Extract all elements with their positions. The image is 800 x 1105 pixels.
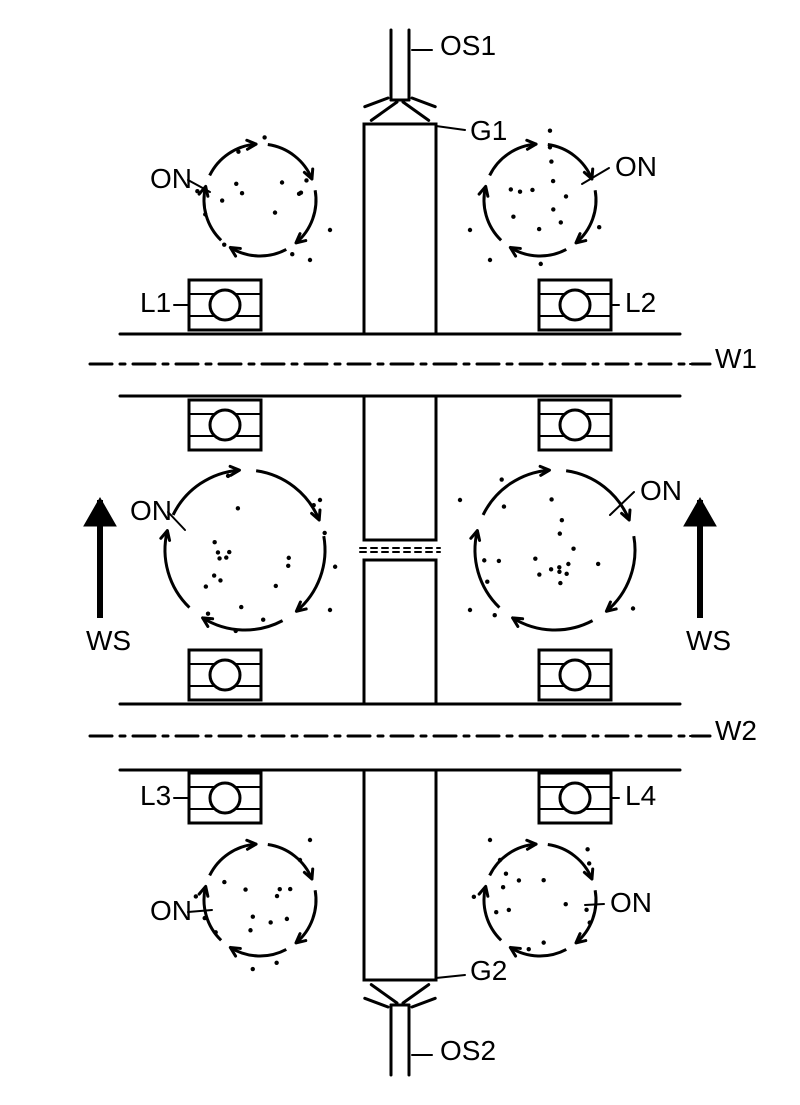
ws-arrow-0: WS [84, 498, 131, 656]
bearing-m2 [539, 400, 611, 450]
bearing-m3 [189, 650, 261, 700]
diagram-canvas: OS1 OS2 G1 G2 W1 W2 L1 L2 L3 L4 ON ON ON ON ON ON WS WS [0, 0, 800, 1105]
bearing-l4-label: L4 [625, 780, 656, 811]
wall-w1: W1 [90, 343, 757, 374]
wall-w1-label: W1 [715, 343, 757, 374]
bearing-l3: L3 [140, 773, 261, 823]
tube-g2-label: G2 [470, 955, 507, 986]
label-os1: OS1 [440, 30, 496, 61]
swirl-on-3: ON [471, 466, 682, 630]
bearing-l4: L4 [539, 773, 656, 823]
bearing-l2: L2 [539, 280, 656, 330]
wall-w2-label: W2 [715, 715, 757, 746]
bearing-l1: L1 [140, 280, 261, 330]
label-on-5: ON [610, 887, 652, 918]
nozzle-os2: OS2 [365, 985, 496, 1075]
tube-mid-bottom [364, 560, 436, 704]
wall-w2: W2 [90, 715, 757, 746]
label-ws-1: WS [686, 625, 731, 656]
bearing-l3-label: L3 [140, 780, 171, 811]
label-ws-0: WS [86, 625, 131, 656]
bearing-m4 [539, 650, 611, 700]
nozzle-os1: OS1 [365, 30, 496, 120]
ws-arrow-1: WS [684, 498, 731, 656]
label-on-0: ON [150, 163, 192, 194]
label-on-1: ON [615, 151, 657, 182]
label-on-2: ON [130, 495, 172, 526]
bearing-l1-label: L1 [140, 287, 171, 318]
swirl-on-5: ON [472, 840, 652, 956]
swirl-on-2: ON [130, 466, 337, 633]
label-on-4: ON [150, 895, 192, 926]
swirl-on-1: ON [479, 129, 657, 267]
bearing-m1 [189, 400, 261, 450]
tube-g2: G2 [364, 770, 507, 986]
tube-g1: G1 [364, 115, 507, 334]
tube-g1-label: G1 [470, 115, 507, 146]
tube-mid-top [364, 396, 436, 540]
swirl-on-0: ON [150, 135, 316, 256]
bearing-l2-label: L2 [625, 287, 656, 318]
label-on-3: ON [640, 475, 682, 506]
label-os2: OS2 [440, 1035, 496, 1066]
swirl-on-4: ON [150, 840, 316, 971]
